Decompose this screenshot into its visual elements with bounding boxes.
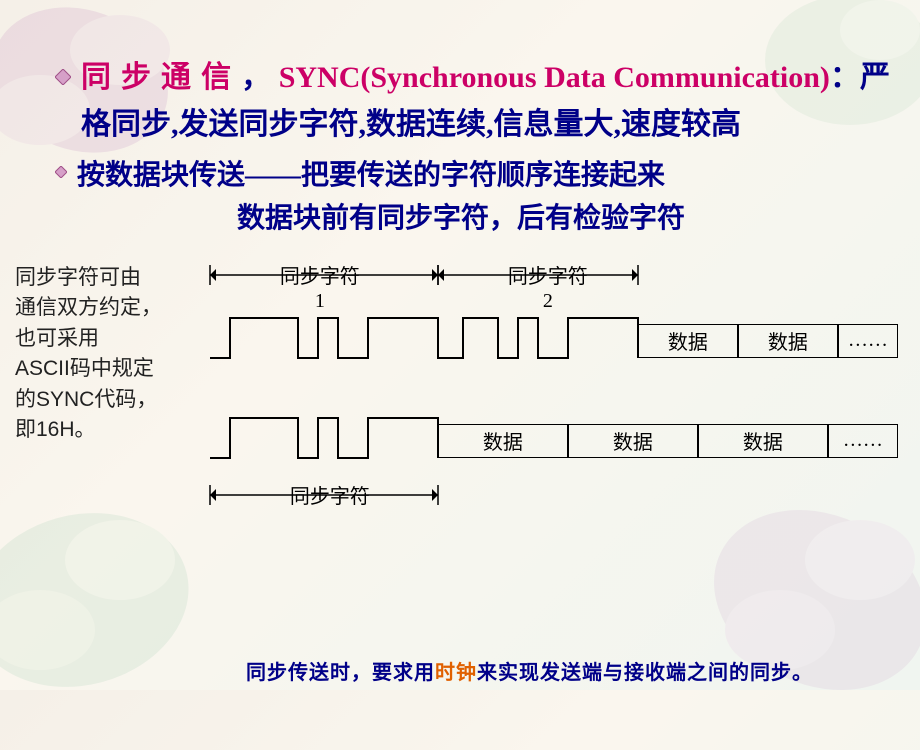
bullet-2-text: 按数据块传送——把要传送的字符顺序连接起来 数据块前有同步字符，后有检验字符 (77, 154, 685, 241)
colon: ： (830, 61, 860, 94)
data-box: 数据 (638, 324, 738, 358)
sn-l6a: 即 (15, 418, 36, 441)
bullet-diamond-icon (55, 166, 67, 178)
foot-post: 来实现发送端与接收端之间的同步。 (477, 662, 813, 684)
sn-l4a: ASCII (15, 357, 70, 380)
diagram-label: 同步字符 (255, 485, 405, 509)
title-en: SYNC(Synchronous Data Communication) (279, 61, 830, 94)
data-box: …… (828, 424, 898, 458)
data-box: 数据 (698, 424, 828, 458)
b2-l1: 按数据块传送——把要传送的字符顺序连接起来 (77, 154, 685, 197)
data-box: 数据 (738, 324, 838, 358)
sn-l3: 也可采用 (15, 324, 198, 354)
sn-l5a: 的 (15, 388, 36, 411)
data-box: 数据 (568, 424, 698, 458)
data-box: 数据 (438, 424, 568, 458)
footnote: 同步传送时，要求用时钟来实现发送端与接收端之间的同步。 (246, 656, 813, 685)
b2-l2: 数据块前有同步字符，后有检验字符 (77, 197, 685, 240)
diagram-label: 同步字符2 (473, 265, 623, 313)
bullet-diamond-icon (55, 69, 71, 85)
sn-l4b: 码中规定 (70, 357, 154, 380)
timing-diagram: 同步字符1同步字符2数据数据……数据数据数据……同步字符 (198, 263, 890, 563)
foot-pre: 同步传送时，要求用 (246, 662, 435, 684)
sn-l1: 同步字符可由 (15, 263, 198, 293)
sn-l6c: 。 (75, 418, 96, 441)
title-cn: 同步通信 (81, 61, 241, 94)
sn-l5c: 代码， (94, 388, 157, 411)
sn-l5b: SYNC (36, 388, 94, 411)
bullet-1: 同步通信， SYNC(Synchronous Data Communicatio… (55, 55, 890, 148)
sn-l6b: 16H (36, 418, 75, 441)
foot-hl: 时钟 (435, 662, 477, 684)
sn-l2: 通信双方约定， (15, 293, 198, 323)
comma: ， (241, 61, 271, 94)
diagram-label: 同步字符1 (245, 265, 395, 313)
side-note: 同步字符可由 通信双方约定， 也可采用 ASCII码中规定 的SYNC代码， 即… (15, 263, 198, 446)
bullet-2: 按数据块传送——把要传送的字符顺序连接起来 数据块前有同步字符，后有检验字符 (55, 154, 890, 241)
data-box: …… (838, 324, 898, 358)
bullet-1-text: 同步通信， SYNC(Synchronous Data Communicatio… (81, 55, 890, 148)
